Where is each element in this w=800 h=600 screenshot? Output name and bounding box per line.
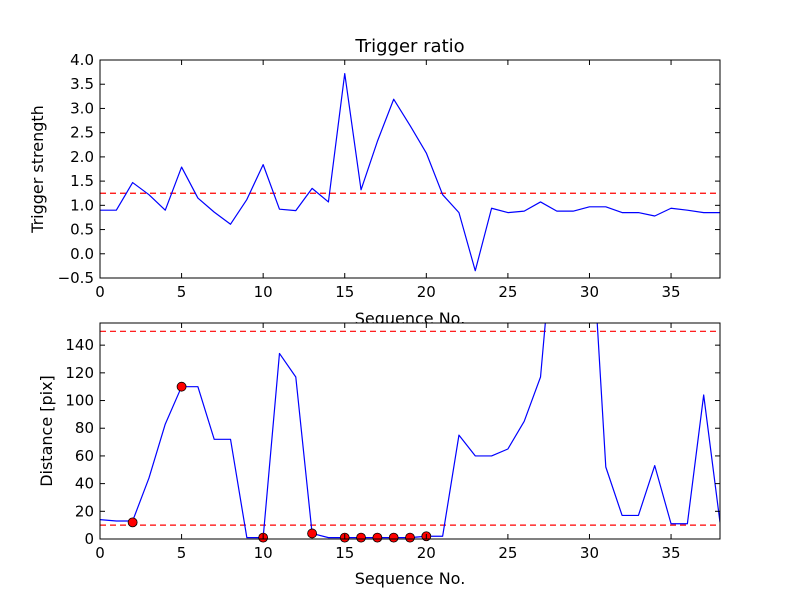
series-line (100, 72, 720, 272)
y-tick-label: −0.5 (58, 269, 94, 287)
x-tick-label: 25 (498, 283, 517, 301)
y-axis-label: Distance [pix] (37, 375, 56, 487)
data-point-marker (405, 532, 415, 543)
y-tick-label: 0 (84, 530, 94, 548)
y-tick-label: 1.5 (70, 172, 94, 190)
x-tick-label: 20 (417, 283, 436, 301)
plot-frame (99, 59, 721, 279)
x-tick-label: 10 (254, 283, 273, 301)
x-tick-label: 20 (417, 544, 436, 562)
data-point-marker (388, 532, 399, 543)
y-tick-label: 3.0 (70, 99, 94, 117)
y-tick-label: 2.0 (70, 148, 94, 166)
y-tick-label: 0.5 (70, 221, 94, 239)
y-tick-label: 2.5 (70, 124, 94, 142)
data-point-marker (176, 381, 187, 392)
y-tick-label: 1.0 (70, 196, 94, 214)
x-tick-label: 30 (580, 544, 599, 562)
x-tick-label: 5 (177, 544, 187, 562)
x-tick-label: 15 (335, 283, 354, 301)
chart-title: Trigger ratio (354, 36, 464, 57)
y-tick-label: 40 (75, 475, 94, 493)
x-tick-label: 10 (254, 544, 273, 562)
x-tick-label: 30 (580, 283, 599, 301)
y-axis-label: Trigger strength (28, 105, 47, 234)
plot-frame (99, 322, 721, 540)
x-tick-label: 25 (498, 544, 517, 562)
x-tick-label: 35 (662, 283, 681, 301)
plot-area (100, 60, 720, 278)
y-tick-label: 4.0 (70, 51, 94, 69)
x-tick-label: 5 (177, 283, 187, 301)
y-tick-label: 3.5 (70, 75, 94, 93)
x-tick-label: 0 (95, 544, 105, 562)
x-tick-label: 35 (662, 544, 681, 562)
data-point-marker (372, 532, 383, 543)
y-tick-label: 20 (75, 502, 94, 520)
trigger-ratio-panel: Trigger ratio 0 5 10 15 20 25 30 35 −0.5 0.0 0.5 1.… (28, 36, 721, 328)
x-axis-label: Sequence No. (355, 569, 466, 588)
data-point-marker (356, 532, 366, 543)
x-tick-label: 0 (95, 283, 105, 301)
plot-area (100, 323, 720, 539)
y-tick-label: 0.0 (70, 245, 94, 263)
y-tick-label: 80 (75, 419, 94, 437)
x-tick-label: 15 (335, 544, 354, 562)
distance-panel: 0 5 10 15 20 25 30 35 0 20 40 60 80 100 120 140 Sequenc… (37, 322, 721, 588)
y-tick-label: 60 (75, 447, 94, 465)
y-tick-label: 120 (65, 364, 94, 382)
y-tick-label: 100 (65, 392, 94, 410)
data-point-marker (127, 517, 138, 528)
data-point-marker (307, 528, 318, 539)
y-tick-label: 140 (65, 336, 94, 354)
